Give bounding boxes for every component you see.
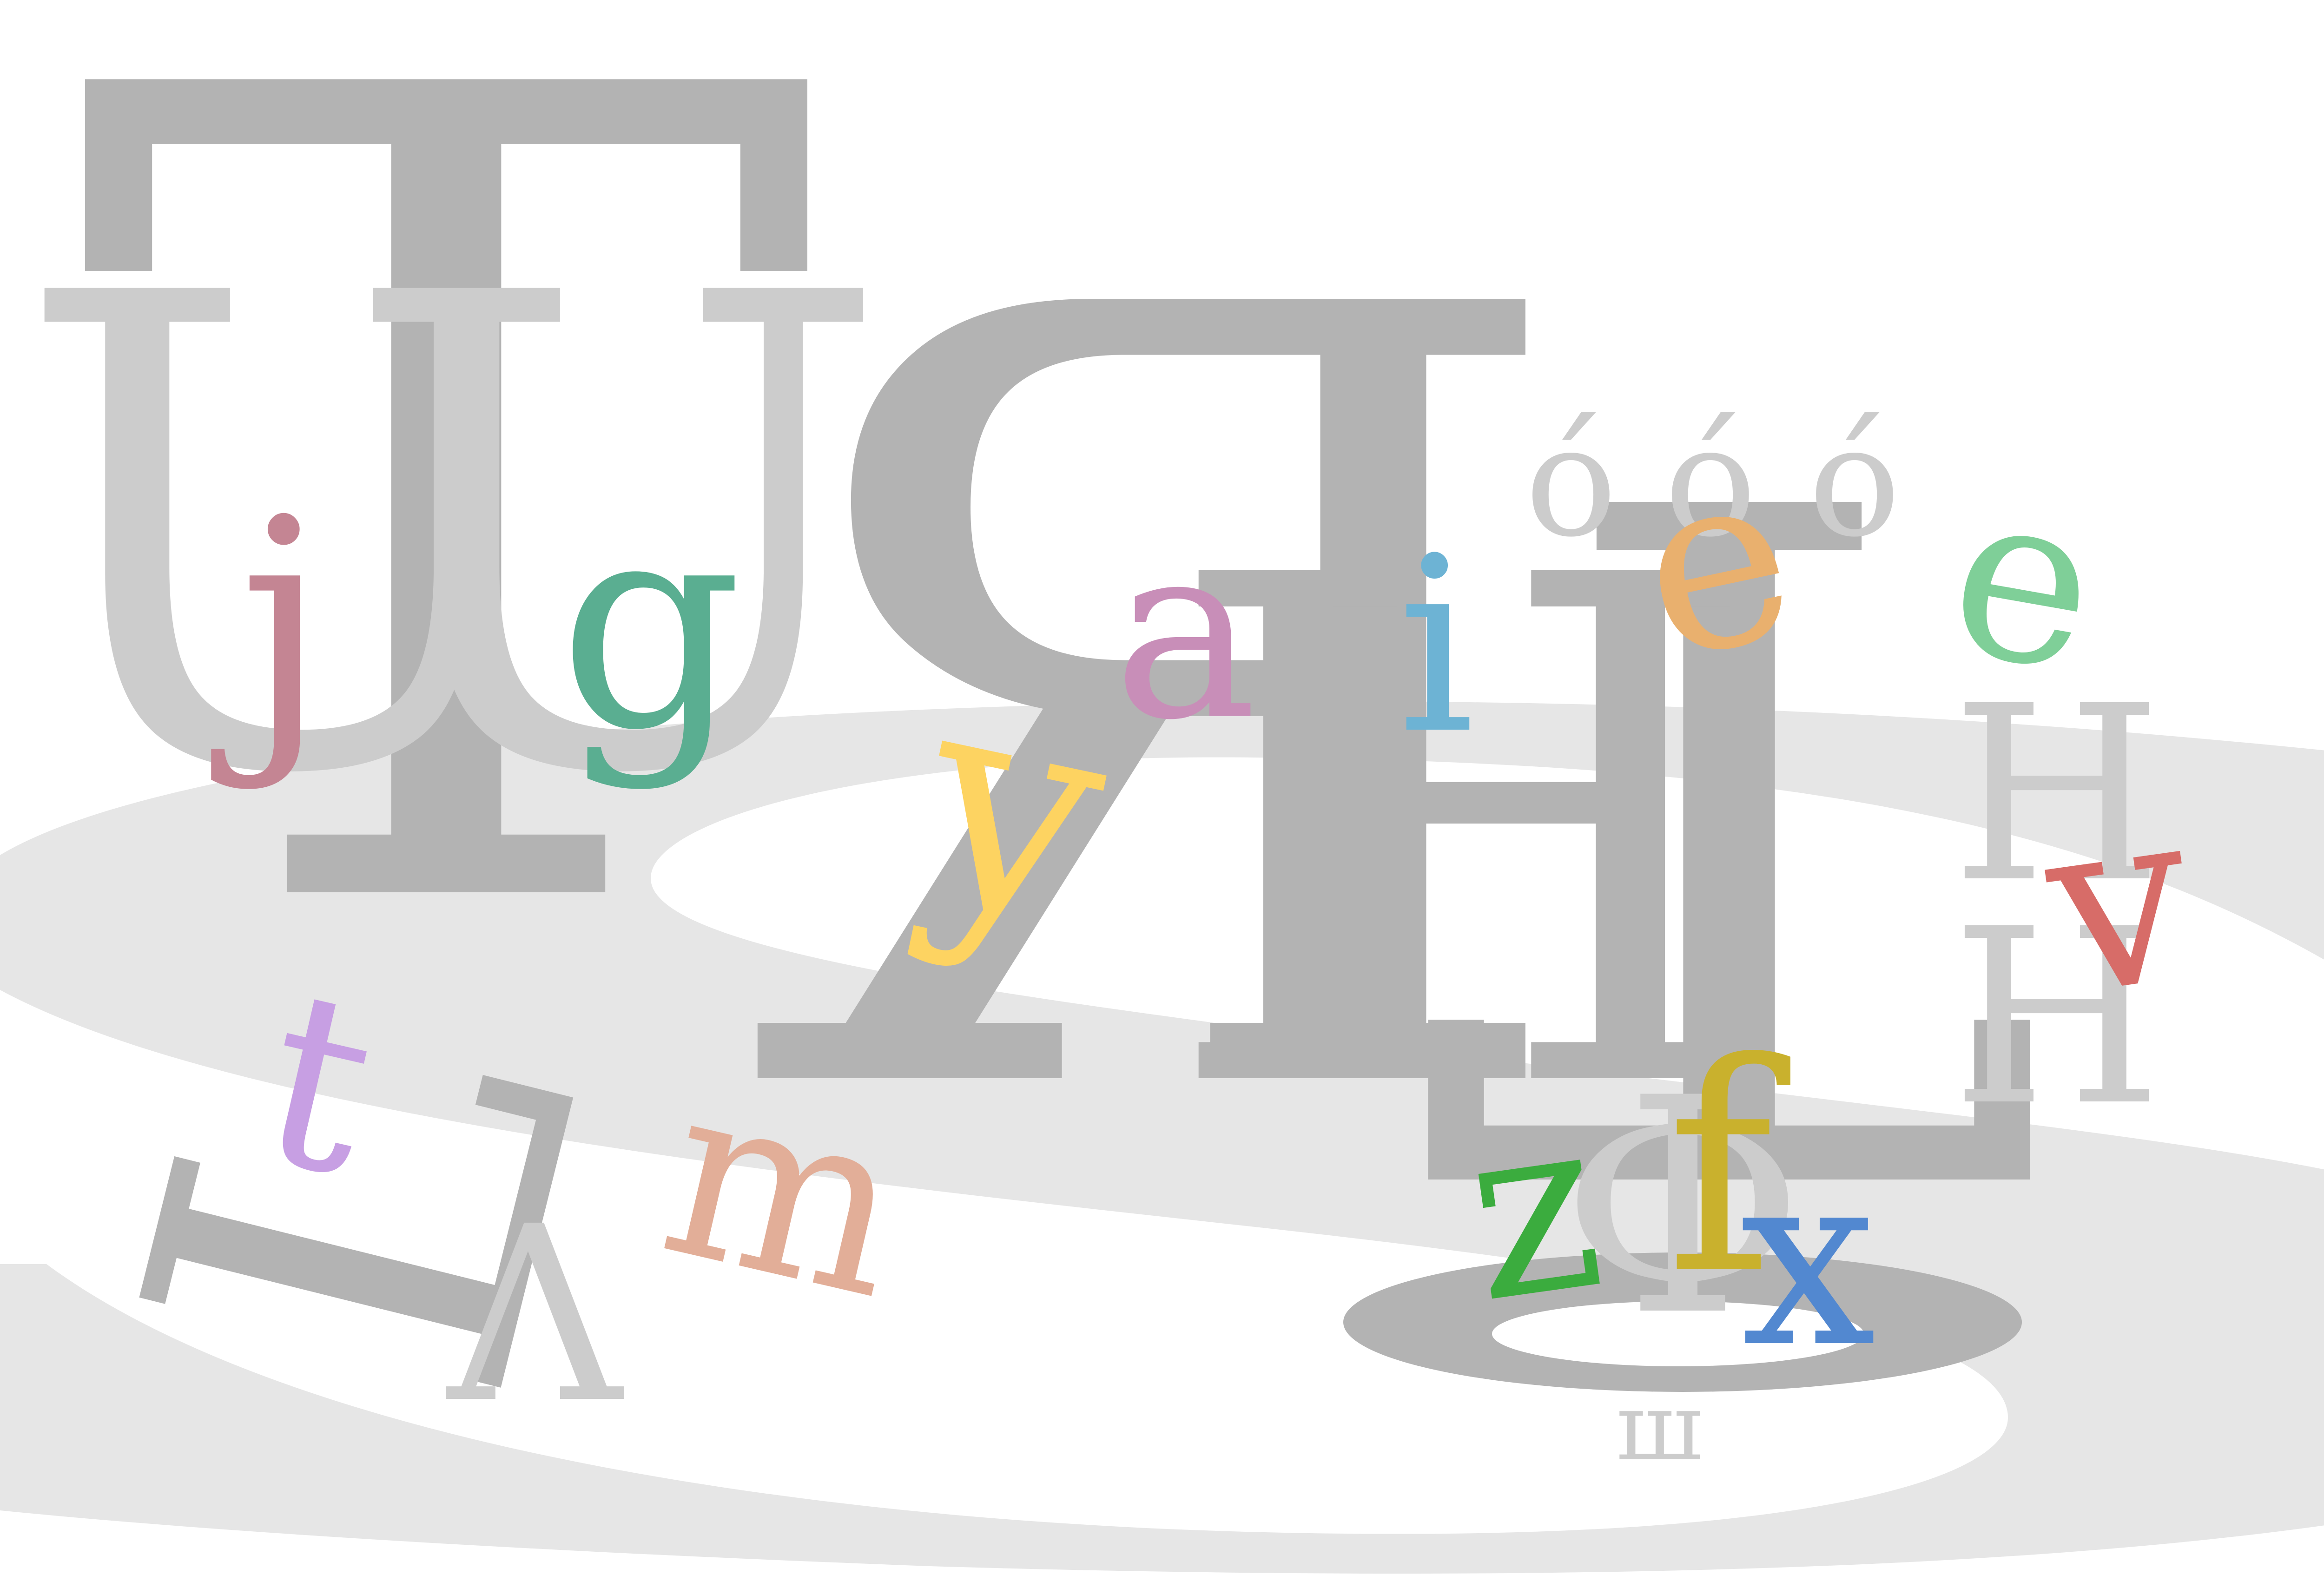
x-glyph: x (1740, 1119, 1876, 1400)
sha-tail-glyph: ш (1616, 1373, 1703, 1482)
a-glyph: a (1113, 491, 1257, 773)
o-accent-3-glyph: ó (1809, 392, 1901, 571)
phi-wide-glyph: Φ (1561, 1035, 1805, 1381)
o-accent-1-glyph: ó (1525, 392, 1618, 571)
o-accent-2-glyph: ó (1664, 392, 1757, 571)
u-left-glyph: U (14, 158, 562, 916)
h-mid-glyph: H (1160, 431, 1768, 1243)
background-band-upper (0, 701, 2324, 1574)
big-t-right-glyph: T (1414, 283, 2039, 1364)
h-stack-top-glyph: H (1951, 654, 2162, 936)
big-t-glyph: T (74, 0, 824, 1156)
h-stack-bottom-glyph: H (1951, 877, 2162, 1159)
lambda-glyph: Λ (443, 1174, 625, 1456)
g-glyph: g (559, 458, 743, 793)
dark-ring-hole (1492, 1301, 1864, 1366)
u-right-glyph: U (344, 158, 892, 916)
big-r-glyph: Я (721, 86, 1585, 1331)
i-glyph: i (1398, 505, 1475, 787)
f-glyph: f (1666, 1002, 1792, 1337)
